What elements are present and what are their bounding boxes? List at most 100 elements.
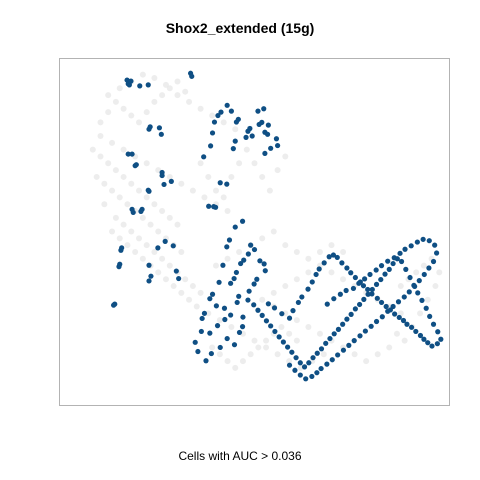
highlighted-point — [362, 328, 368, 334]
highlighted-point — [430, 321, 437, 327]
highlighted-point — [408, 243, 414, 249]
background-point — [413, 269, 420, 276]
highlighted-point — [201, 154, 207, 160]
background-point — [232, 126, 239, 133]
background-point — [178, 289, 185, 296]
highlighted-point — [245, 251, 251, 257]
highlighted-point — [262, 150, 268, 157]
background-point — [320, 351, 327, 358]
highlighted-point — [419, 297, 425, 303]
highlighted-point — [295, 299, 301, 306]
highlighted-point — [236, 329, 243, 336]
background-point — [143, 109, 150, 116]
background-point — [216, 317, 223, 324]
background-point — [270, 289, 277, 296]
highlighted-point — [199, 315, 205, 322]
background-point — [101, 180, 108, 187]
background-point — [340, 248, 347, 255]
highlighted-point — [297, 372, 303, 378]
highlighted-point — [286, 315, 293, 321]
background-point — [128, 228, 135, 235]
highlighted-point — [273, 136, 280, 142]
background-point — [216, 351, 223, 358]
highlighted-point — [116, 264, 122, 270]
highlighted-point — [391, 255, 397, 261]
background-point — [136, 235, 142, 242]
highlighted-point — [217, 344, 223, 351]
highlighted-point — [233, 269, 240, 276]
highlighted-point — [130, 209, 136, 216]
highlighted-point — [344, 316, 350, 322]
highlighted-point — [207, 296, 213, 302]
highlighted-point — [400, 317, 407, 324]
highlighted-point — [217, 180, 223, 186]
highlighted-point — [162, 238, 168, 244]
background-point — [170, 283, 177, 290]
background-point — [436, 269, 443, 276]
background-point — [189, 283, 196, 290]
background-point — [286, 358, 293, 365]
highlighted-point — [435, 329, 441, 335]
background-point — [128, 180, 135, 187]
background-point — [159, 208, 166, 215]
highlighted-point — [297, 360, 303, 366]
highlighted-point — [351, 338, 357, 344]
highlighted-point — [213, 303, 219, 309]
background-point — [228, 323, 235, 330]
highlighted-point — [241, 257, 247, 263]
highlighted-point — [404, 321, 410, 327]
highlighted-point — [386, 266, 392, 272]
highlighted-point — [368, 323, 374, 329]
highlighted-point — [301, 364, 308, 370]
background-point — [124, 242, 131, 249]
background-point — [351, 351, 358, 358]
highlighted-point — [406, 289, 412, 295]
highlighted-point — [352, 274, 358, 281]
highlighted-point — [221, 305, 228, 311]
background-point — [193, 303, 200, 310]
background-point — [274, 351, 281, 358]
background-point — [209, 344, 216, 351]
highlighted-point — [261, 261, 267, 267]
highlighted-point — [208, 350, 214, 357]
background-point — [424, 296, 431, 303]
highlighted-point — [275, 142, 281, 149]
background-point — [89, 146, 96, 153]
background-point — [143, 194, 150, 201]
highlighted-point — [357, 333, 363, 339]
highlighted-point — [293, 355, 299, 361]
highlighted-point — [401, 294, 407, 300]
highlighted-point — [232, 138, 238, 144]
highlighted-point — [170, 243, 176, 249]
highlighted-point — [228, 280, 234, 286]
highlighted-point — [206, 203, 212, 209]
highlighted-point — [268, 323, 274, 329]
background-point — [178, 248, 185, 255]
highlighted-point — [420, 236, 426, 242]
highlighted-point — [434, 341, 440, 347]
background-point — [97, 119, 104, 126]
highlighted-point — [314, 350, 320, 356]
background-point — [213, 262, 219, 269]
highlighted-point — [228, 108, 234, 114]
background-point — [328, 242, 335, 249]
highlighted-point — [339, 260, 345, 266]
highlighted-point — [379, 314, 385, 320]
highlighted-point — [245, 297, 251, 303]
background-point — [166, 173, 173, 180]
background-point — [213, 187, 219, 194]
highlighted-point — [396, 314, 402, 321]
background-point — [397, 283, 404, 290]
highlighted-point — [173, 268, 179, 274]
background-point — [174, 221, 181, 228]
background-point — [274, 167, 281, 174]
highlighted-point — [224, 181, 230, 187]
highlighted-point — [327, 335, 333, 342]
background-point — [162, 276, 169, 283]
highlighted-point — [369, 291, 375, 297]
highlighted-point — [138, 208, 144, 214]
background-point — [97, 133, 104, 140]
highlighted-point — [324, 361, 330, 367]
background-point — [232, 364, 239, 371]
highlighted-point — [118, 247, 124, 253]
